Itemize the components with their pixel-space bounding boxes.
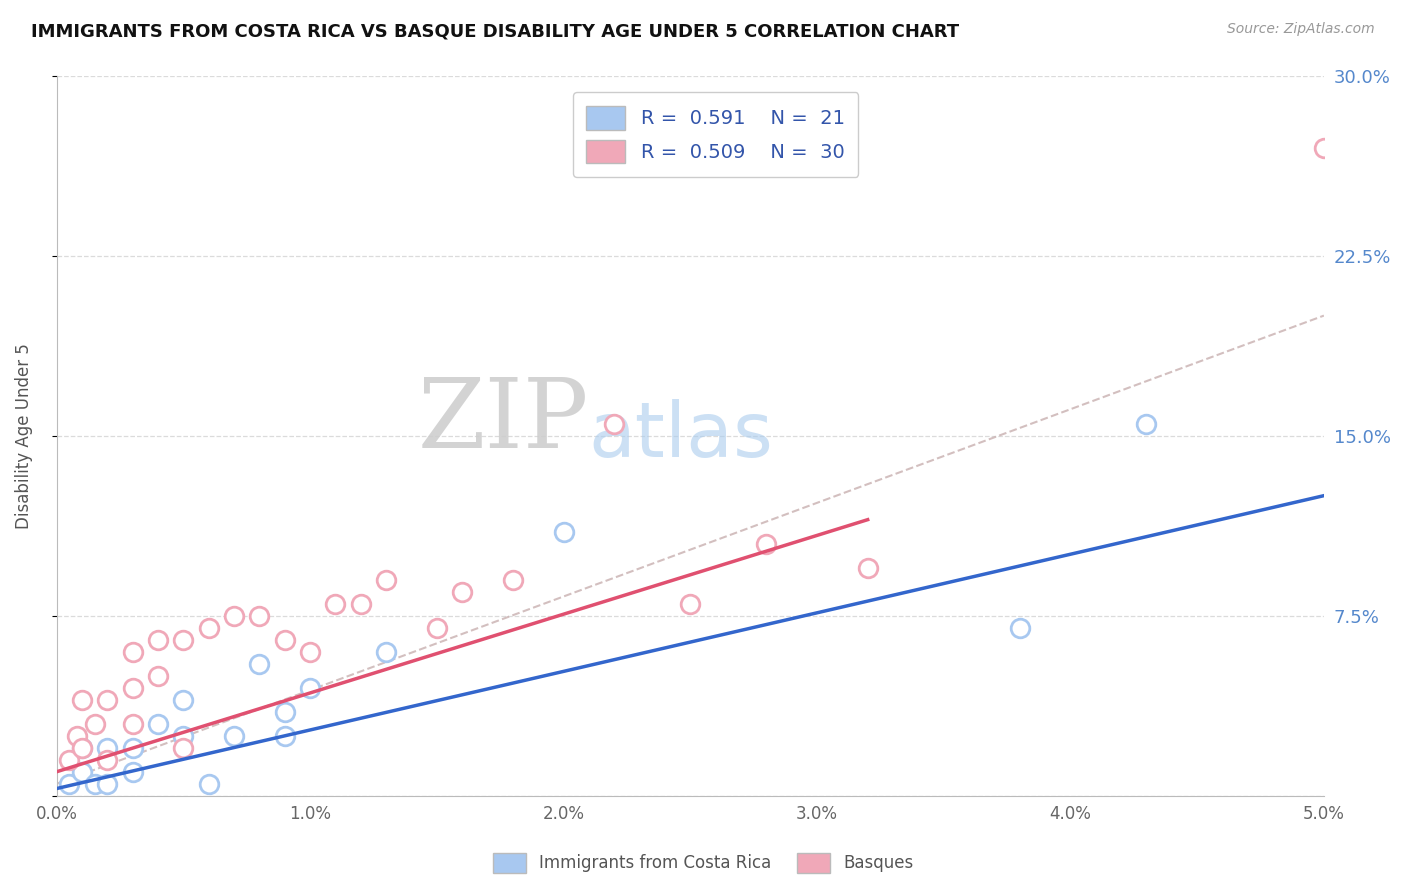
Point: [426, 621, 449, 635]
Point: [58, 777, 80, 791]
Point: [247, 608, 270, 623]
Point: [121, 716, 143, 731]
Legend: Immigrants from Costa Rica, Basques: Immigrants from Costa Rica, Basques: [486, 847, 920, 880]
Text: ZIP: ZIP: [418, 375, 589, 468]
Y-axis label: Disability Age Under 5: Disability Age Under 5: [15, 343, 32, 529]
Point: [172, 729, 194, 743]
Point: [755, 537, 778, 551]
Point: [70, 740, 93, 755]
Point: [146, 716, 169, 731]
Point: [96, 740, 118, 755]
Point: [375, 573, 398, 587]
Point: [96, 777, 118, 791]
Point: [603, 417, 626, 431]
Text: IMMIGRANTS FROM COSTA RICA VS BASQUE DISABILITY AGE UNDER 5 CORRELATION CHART: IMMIGRANTS FROM COSTA RICA VS BASQUE DIS…: [31, 22, 959, 40]
Point: [1008, 621, 1031, 635]
Point: [70, 764, 93, 779]
Point: [299, 681, 322, 695]
Point: [350, 597, 373, 611]
Point: [58, 753, 80, 767]
Point: [121, 645, 143, 659]
Point: [274, 705, 297, 719]
Point: [121, 740, 143, 755]
Point: [247, 657, 270, 671]
Point: [66, 729, 89, 743]
Text: Source: ZipAtlas.com: Source: ZipAtlas.com: [1227, 22, 1375, 37]
Point: [375, 645, 398, 659]
Text: atlas: atlas: [589, 399, 773, 473]
Legend: R =  0.591    N =  21, R =  0.509    N =  30: R = 0.591 N = 21, R = 0.509 N = 30: [572, 93, 859, 177]
Point: [197, 621, 219, 635]
Point: [856, 560, 879, 574]
Point: [70, 740, 93, 755]
Point: [222, 608, 245, 623]
Point: [197, 777, 219, 791]
Point: [274, 729, 297, 743]
Point: [172, 632, 194, 647]
Point: [146, 669, 169, 683]
Point: [172, 692, 194, 706]
Point: [96, 692, 118, 706]
Point: [96, 753, 118, 767]
Point: [679, 597, 702, 611]
Point: [121, 681, 143, 695]
Point: [502, 573, 524, 587]
Point: [1135, 417, 1157, 431]
Point: [172, 740, 194, 755]
Point: [1313, 140, 1336, 154]
Point: [146, 632, 169, 647]
Point: [274, 632, 297, 647]
Point: [222, 729, 245, 743]
Point: [325, 597, 347, 611]
Point: [553, 524, 575, 539]
Point: [70, 692, 93, 706]
Point: [83, 716, 105, 731]
Point: [299, 645, 322, 659]
Point: [451, 584, 474, 599]
Point: [121, 764, 143, 779]
Point: [83, 777, 105, 791]
